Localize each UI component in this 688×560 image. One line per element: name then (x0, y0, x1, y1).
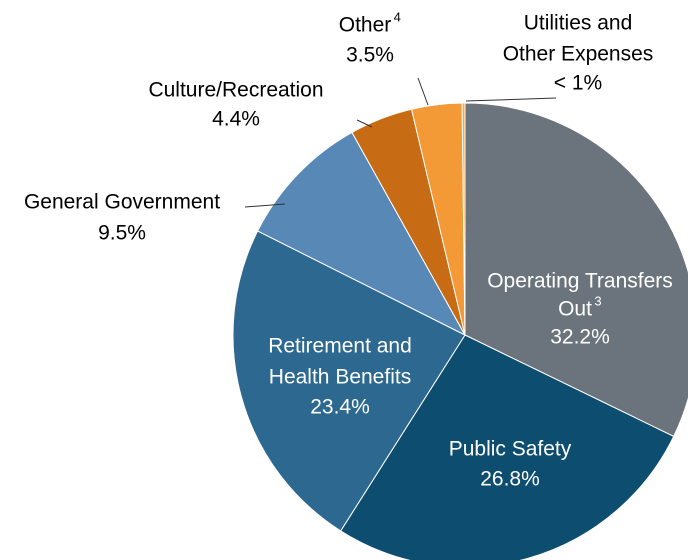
pie-slice (339, 334, 675, 560)
value-label: < 1% (554, 72, 602, 95)
leader-line (356, 119, 373, 128)
slice-label: Public Safety (449, 438, 572, 461)
slice-label: Retirement and (268, 335, 412, 358)
value-label: 9.5% (98, 222, 146, 245)
pie-slice (464, 102, 688, 438)
value-label: 26.8% (480, 468, 540, 491)
slice-label: Health Benefits (269, 366, 411, 389)
value-label: 4.4% (212, 108, 260, 131)
slice-label: Other (339, 14, 392, 37)
footnote-marker: 4 (394, 9, 401, 24)
leader-line (244, 203, 286, 208)
leader-line (417, 77, 429, 106)
slice-label: Utilities and (524, 12, 633, 35)
value-label: 3.5% (346, 44, 394, 67)
pie-slice (461, 102, 466, 336)
slice-label: General Government (24, 191, 220, 214)
pie-slice (256, 131, 467, 337)
footnote-marker: 3 (594, 293, 601, 308)
slice-label: Operating Transfers (487, 270, 673, 293)
slice-label: Culture/Recreation (148, 79, 323, 102)
leader-line (465, 97, 557, 102)
value-label: 23.4% (310, 396, 370, 419)
slice-label: Other Expenses (503, 43, 654, 66)
value-label: 32.2% (550, 326, 610, 349)
slice-label: Out (558, 298, 592, 321)
